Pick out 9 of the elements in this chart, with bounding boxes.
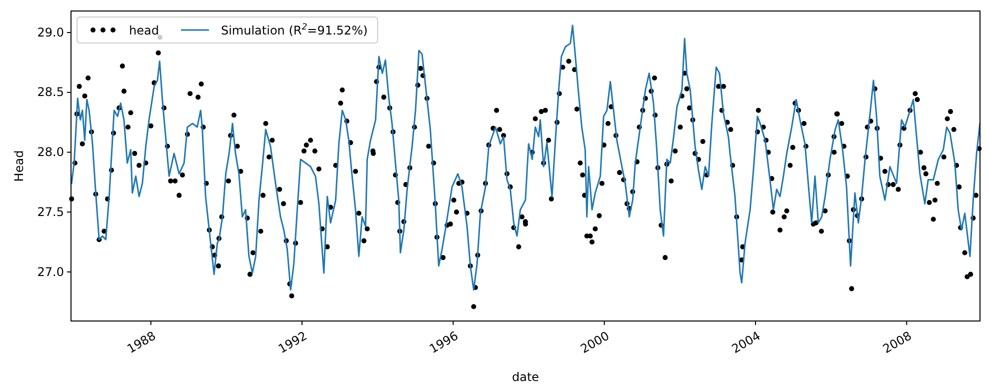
x-axis-title: date xyxy=(512,370,540,384)
legend-label: Simulation (R$^{2}$=91.52%) xyxy=(220,22,368,38)
y-tick-label: 27.5 xyxy=(37,204,64,219)
y-tick-label: 28.0 xyxy=(37,145,64,160)
y-axis-title: Head xyxy=(12,150,26,182)
legend-label: head xyxy=(129,24,159,38)
y-tick-label: 29.0 xyxy=(37,25,64,40)
y-tick-label: 28.5 xyxy=(37,85,64,100)
y-tick-label: 27.0 xyxy=(37,264,64,279)
